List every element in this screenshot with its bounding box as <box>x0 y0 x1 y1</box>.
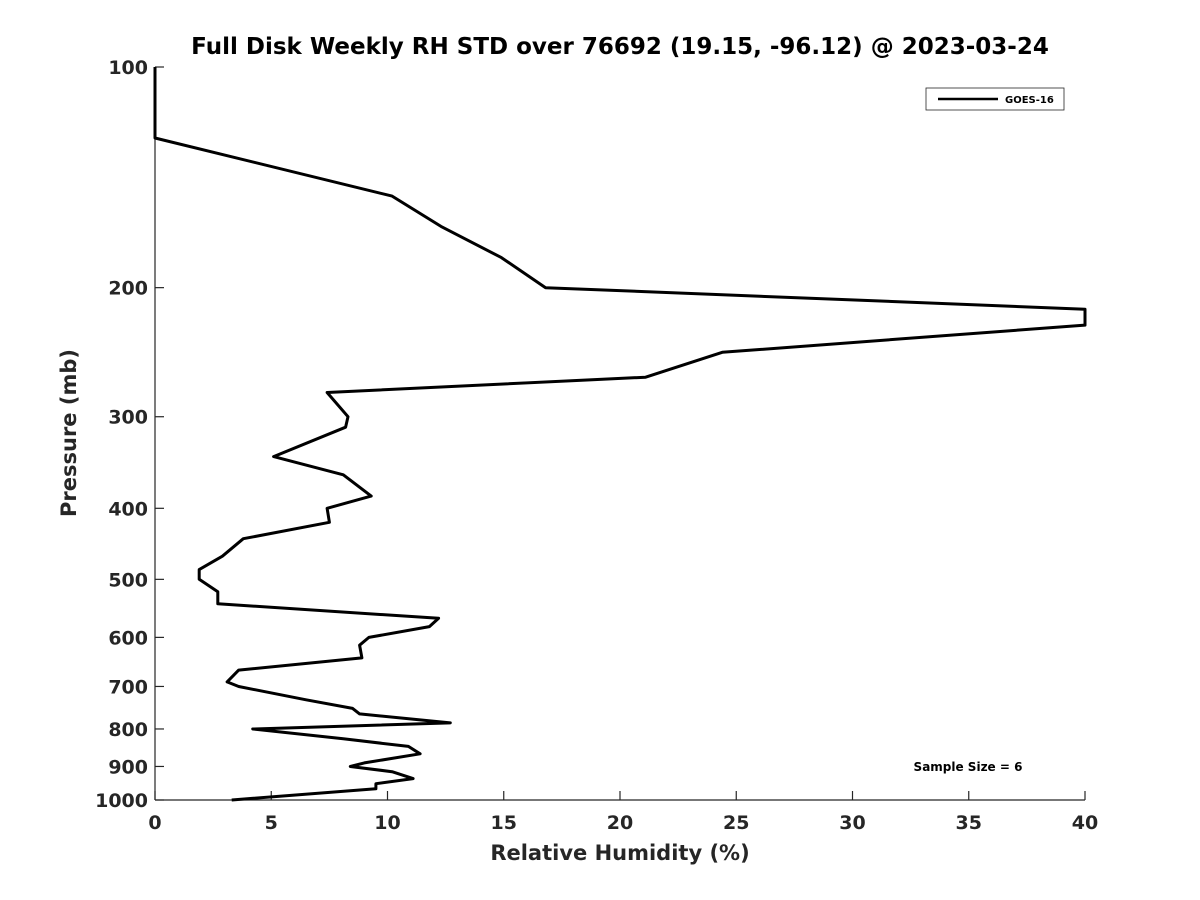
x-tick-label: 20 <box>607 812 633 834</box>
x-ticks: 0 5 10 15 20 25 30 35 40 <box>148 791 1098 834</box>
sample-size-annotation: Sample Size = 6 <box>914 760 1023 774</box>
y-tick-label: 900 <box>108 756 148 778</box>
x-axis-label: Relative Humidity (%) <box>490 841 749 865</box>
y-tick-label: 200 <box>108 278 148 300</box>
x-tick-label: 15 <box>491 812 517 834</box>
y-tick-label: 700 <box>108 676 148 698</box>
chart-title: Full Disk Weekly RH STD over 76692 (19.1… <box>191 34 1049 60</box>
legend: GOES-16 <box>925 87 1065 111</box>
y-tick-label: 500 <box>108 569 148 591</box>
x-tick-label: 40 <box>1072 812 1098 834</box>
y-ticks: 100 200 300 400 500 600 700 800 900 1000 <box>95 57 164 812</box>
y-tick-label: 400 <box>108 498 148 520</box>
x-tick-label: 0 <box>148 812 161 834</box>
y-tick-label: 600 <box>108 627 148 649</box>
y-tick-label: 1000 <box>95 790 148 812</box>
y-axis-label: Pressure (mb) <box>57 349 81 517</box>
x-tick-label: 30 <box>839 812 865 834</box>
series-line-goes-16 <box>153 67 1087 802</box>
x-tick-label: 25 <box>723 812 749 834</box>
series-layer <box>153 67 1087 802</box>
x-tick-label: 5 <box>265 812 278 834</box>
x-tick-label: 10 <box>374 812 400 834</box>
plot-area: 0 5 10 15 20 25 30 35 40 100 200 300 400 500 600 700 80… <box>95 57 1098 834</box>
y-tick-label: 100 <box>108 57 148 79</box>
y-tick-label: 800 <box>108 719 148 741</box>
y-tick-label: 300 <box>108 407 148 429</box>
legend-label-goes-16: GOES-16 <box>1005 95 1054 106</box>
x-tick-label: 35 <box>956 812 982 834</box>
